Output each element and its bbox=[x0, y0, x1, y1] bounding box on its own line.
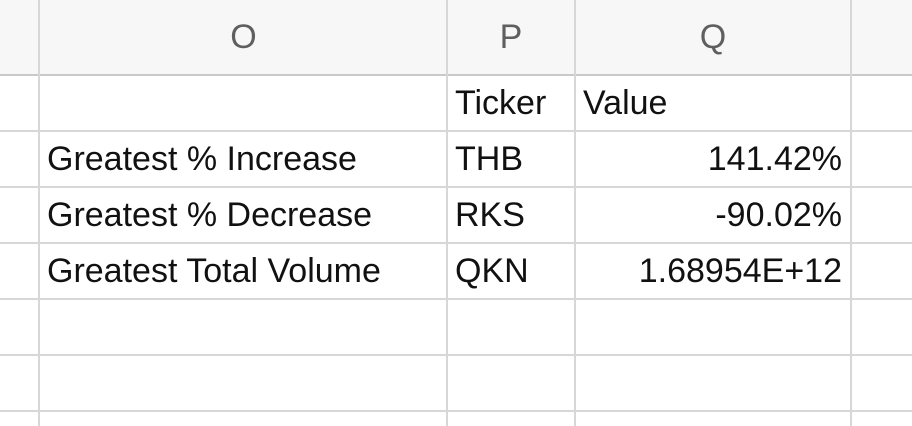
cell-q-row1[interactable]: Value bbox=[583, 83, 668, 122]
grid-line-horizontal bbox=[0, 130, 912, 132]
cell-p-row1[interactable]: Ticker bbox=[455, 83, 547, 122]
cell-q-row2[interactable]: 141.42% bbox=[707, 139, 842, 178]
column-header-q[interactable]: Q bbox=[699, 17, 727, 56]
cell-p-row4[interactable]: QKN bbox=[455, 251, 529, 290]
cell-q-row3[interactable]: -90.02% bbox=[715, 195, 842, 234]
grid-line-vertical bbox=[38, 0, 40, 426]
grid-line-horizontal bbox=[0, 186, 912, 188]
grid-line-vertical bbox=[574, 0, 576, 426]
cell-o-row1[interactable] bbox=[40, 75, 446, 131]
grid-line-vertical bbox=[850, 0, 852, 426]
cell-o-row3[interactable]: Greatest % Decrease bbox=[47, 195, 373, 234]
grid-line-vertical bbox=[446, 0, 448, 426]
cell-o-row4[interactable]: Greatest Total Volume bbox=[47, 251, 381, 290]
column-header-row bbox=[0, 0, 912, 76]
cell-q-row4[interactable]: 1.68954E+12 bbox=[638, 251, 842, 290]
cell-q-row5[interactable] bbox=[576, 299, 850, 355]
grid-line-horizontal bbox=[0, 298, 912, 300]
grid-line-horizontal bbox=[0, 354, 912, 356]
column-header-next[interactable] bbox=[851, 0, 912, 74]
grid-line-horizontal bbox=[0, 410, 912, 412]
cell-o-row2[interactable]: Greatest % Increase bbox=[47, 139, 357, 178]
column-header-p[interactable]: P bbox=[499, 17, 523, 56]
cell-o-row6[interactable] bbox=[40, 355, 446, 411]
cell-o-row5[interactable] bbox=[40, 299, 446, 355]
cell-p-row6[interactable] bbox=[448, 355, 574, 411]
cell-p-row3[interactable]: RKS bbox=[455, 195, 525, 234]
column-header-o[interactable]: O bbox=[230, 17, 257, 56]
grid-line-horizontal bbox=[0, 242, 912, 244]
cell-p-row5[interactable] bbox=[448, 299, 574, 355]
cell-q-row6[interactable] bbox=[576, 355, 850, 411]
cell-p-row2[interactable]: THB bbox=[455, 139, 523, 178]
